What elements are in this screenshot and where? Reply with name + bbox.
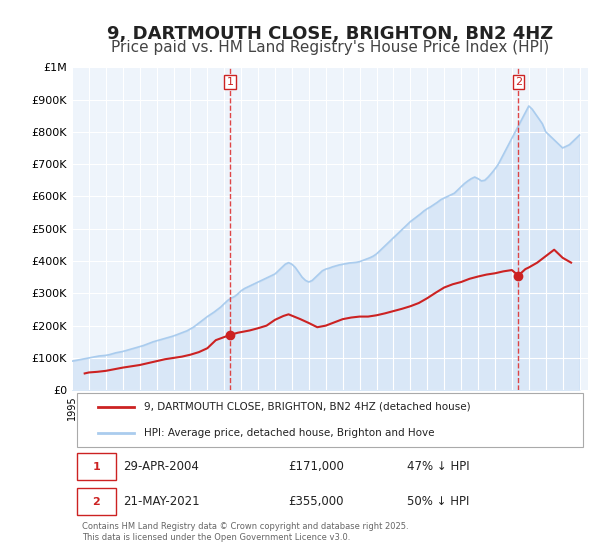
FancyBboxPatch shape <box>77 453 116 480</box>
Text: 9, DARTMOUTH CLOSE, BRIGHTON, BN2 4HZ (detached house): 9, DARTMOUTH CLOSE, BRIGHTON, BN2 4HZ (d… <box>144 402 471 412</box>
Text: 2: 2 <box>515 77 522 87</box>
Text: 1: 1 <box>226 77 233 87</box>
Text: 1: 1 <box>92 461 100 472</box>
Text: 2: 2 <box>92 497 100 507</box>
Text: £171,000: £171,000 <box>289 460 344 473</box>
Text: HPI: Average price, detached house, Brighton and Hove: HPI: Average price, detached house, Brig… <box>144 427 435 437</box>
Text: Price paid vs. HM Land Registry's House Price Index (HPI): Price paid vs. HM Land Registry's House … <box>111 40 549 55</box>
Text: 47% ↓ HPI: 47% ↓ HPI <box>407 460 470 473</box>
Text: 50% ↓ HPI: 50% ↓ HPI <box>407 495 470 508</box>
FancyBboxPatch shape <box>77 393 583 447</box>
Text: 21-MAY-2021: 21-MAY-2021 <box>124 495 200 508</box>
FancyBboxPatch shape <box>77 488 116 515</box>
Text: 9, DARTMOUTH CLOSE, BRIGHTON, BN2 4HZ: 9, DARTMOUTH CLOSE, BRIGHTON, BN2 4HZ <box>107 25 553 43</box>
Text: Contains HM Land Registry data © Crown copyright and database right 2025.
This d: Contains HM Land Registry data © Crown c… <box>82 522 409 542</box>
Text: 29-APR-2004: 29-APR-2004 <box>124 460 199 473</box>
Text: £355,000: £355,000 <box>289 495 344 508</box>
